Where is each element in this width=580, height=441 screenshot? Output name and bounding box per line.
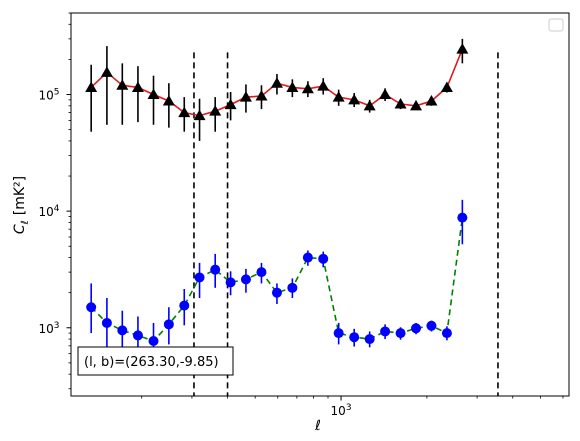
data-point — [410, 99, 423, 111]
y-tick-label: 105 — [38, 88, 59, 103]
vertical-marker-lines — [193, 52, 499, 396]
legend-box — [548, 18, 564, 32]
data-point — [333, 328, 344, 339]
annotation-text: (l, b)=(263.30,-9.85) — [84, 355, 219, 370]
data-point — [162, 94, 175, 106]
data-point — [363, 99, 376, 111]
data-point — [349, 332, 360, 343]
data-point — [224, 98, 237, 110]
data-point — [193, 109, 206, 121]
data-point — [210, 264, 221, 275]
data-point — [194, 272, 205, 283]
y-axis-label-unit: [mK²] — [12, 176, 28, 215]
data-point — [148, 336, 159, 347]
data-point — [425, 94, 438, 106]
annotation-box: (l, b)=(263.30,-9.85) — [77, 346, 234, 376]
data-point — [411, 323, 422, 334]
data-point — [256, 267, 267, 278]
y-tick-label: 104 — [38, 204, 59, 219]
data-point — [209, 105, 222, 116]
x-tick-label: 103 — [331, 403, 352, 418]
data-point — [131, 81, 144, 92]
data-point — [116, 79, 129, 90]
data-point — [426, 320, 437, 331]
data-point — [456, 43, 469, 54]
data-point — [240, 274, 251, 285]
y-axis-label: Cℓ [mK²] — [12, 176, 31, 234]
data-point — [332, 91, 345, 102]
data-point — [286, 81, 299, 92]
data-point — [364, 334, 375, 345]
x-axis-label: ℓ — [314, 418, 321, 434]
data-point — [101, 317, 112, 328]
data-point — [301, 82, 314, 94]
series-triangles — [85, 38, 469, 141]
data-point — [318, 253, 329, 264]
data-point — [379, 88, 392, 100]
data-point — [271, 287, 282, 298]
data-series — [85, 38, 469, 363]
data-point — [132, 330, 143, 341]
data-point — [179, 300, 190, 311]
data-point — [239, 91, 252, 102]
y-axis-label-sub: ℓ — [20, 220, 31, 224]
data-point — [348, 93, 361, 105]
series-circles — [86, 199, 468, 363]
data-point — [117, 325, 128, 336]
data-point — [85, 81, 98, 92]
data-point — [100, 66, 113, 77]
data-point — [457, 212, 468, 223]
data-point — [163, 319, 174, 330]
plot-frame — [70, 12, 570, 397]
data-point — [440, 81, 453, 92]
data-point — [86, 302, 97, 313]
data-point — [395, 328, 406, 339]
data-point — [270, 77, 283, 88]
data-point — [302, 252, 313, 263]
y-tick-label: 103 — [38, 321, 59, 336]
axes: 103 103 104 105 — [38, 12, 564, 418]
data-point — [287, 282, 298, 293]
data-point — [380, 326, 391, 337]
data-point — [441, 328, 452, 339]
data-point — [225, 277, 236, 288]
data-point — [147, 88, 160, 100]
data-point — [178, 106, 191, 118]
data-point — [394, 97, 407, 109]
y-axis-label-main: C — [12, 224, 28, 234]
data-point — [255, 90, 268, 101]
data-point — [317, 80, 330, 91]
